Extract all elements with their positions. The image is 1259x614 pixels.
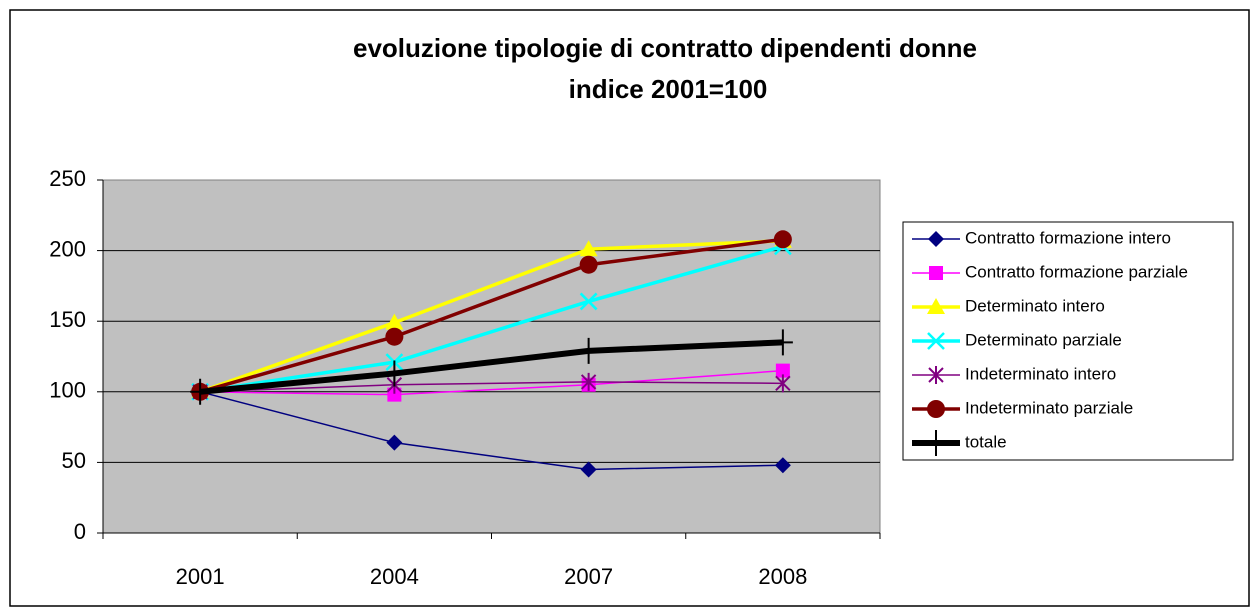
data-point xyxy=(579,292,598,311)
x-tick-label: 2004 xyxy=(370,564,419,589)
data-point xyxy=(772,329,793,356)
legend-label: Contratto formazione parziale xyxy=(965,262,1188,281)
y-tick-label: 50 xyxy=(62,448,86,473)
series-line xyxy=(199,238,783,394)
y-tick-label: 0 xyxy=(74,519,86,544)
y-tick-label: 250 xyxy=(49,166,86,191)
series-line xyxy=(199,391,783,471)
data-point xyxy=(580,461,597,478)
legend-label: Contratto formazione intero xyxy=(965,228,1171,247)
data-point xyxy=(190,378,211,405)
series-line xyxy=(199,244,784,394)
chart-subtitle: indice 2001=100 xyxy=(569,74,768,104)
legend-label: Determinato intero xyxy=(965,296,1105,315)
data-point xyxy=(386,434,403,451)
legend-marker xyxy=(929,266,943,280)
series-line xyxy=(199,339,784,395)
data-point xyxy=(579,240,598,257)
x-tick-label: 2008 xyxy=(758,564,807,589)
data-point xyxy=(579,255,598,274)
data-point xyxy=(387,387,402,402)
data-point xyxy=(773,230,792,249)
y-tick-label: 100 xyxy=(49,378,86,403)
legend-marker xyxy=(927,400,945,418)
data-point xyxy=(385,327,404,346)
legend-marker xyxy=(927,332,945,350)
data-point xyxy=(775,363,790,378)
legend-marker xyxy=(928,231,944,247)
plot-area xyxy=(102,179,881,534)
data-point xyxy=(384,360,405,387)
x-tick-label: 2007 xyxy=(564,564,613,589)
chart-title: evoluzione tipologie di contratto dipend… xyxy=(353,33,977,63)
data-point xyxy=(385,313,404,330)
series-line xyxy=(199,237,784,394)
legend-label: Indeterminato parziale xyxy=(965,398,1133,417)
legend-marker xyxy=(927,298,945,314)
legend-label: totale xyxy=(965,432,1007,451)
data-point xyxy=(580,372,597,391)
legend-marker xyxy=(928,366,944,384)
data-point xyxy=(775,374,791,393)
data-point xyxy=(774,457,791,474)
y-tick-label: 150 xyxy=(49,307,86,332)
legend-label: Indeterminato intero xyxy=(965,364,1116,383)
data-point xyxy=(578,337,599,364)
series-line xyxy=(200,369,783,396)
x-tick-label: 2001 xyxy=(176,564,225,589)
y-tick-label: 200 xyxy=(49,236,86,261)
series-line xyxy=(200,381,783,393)
legend-label: Determinato parziale xyxy=(965,330,1122,349)
legend-marker xyxy=(926,430,946,456)
